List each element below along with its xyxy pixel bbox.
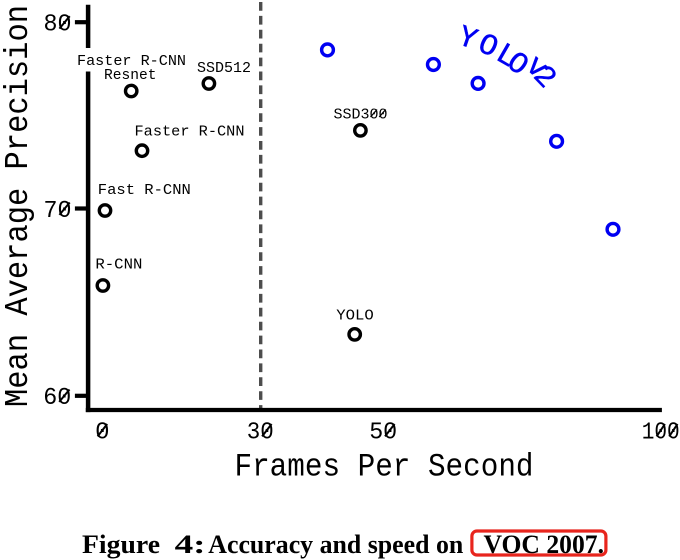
svg-text:100: 100 [642, 420, 680, 447]
svg-text:70: 70 [44, 198, 72, 225]
svg-text:YOLO: YOLO [336, 308, 374, 325]
svg-text:Fast R-CNN: Fast R-CNN [98, 182, 191, 199]
svg-text:R-CNN: R-CNN [95, 256, 142, 273]
svg-text:0: 0 [95, 420, 109, 447]
svg-text:Faster R-CNN: Faster R-CNN [135, 124, 245, 141]
svg-text:Frames Per Second: Frames Per Second [235, 448, 534, 485]
svg-text:Accuracy and speed on: Accuracy and speed on [208, 530, 464, 559]
svg-text:Resnet: Resnet [104, 67, 157, 84]
svg-text:30: 30 [247, 420, 274, 447]
svg-text:SSD512: SSD512 [197, 60, 251, 77]
svg-text:60: 60 [43, 385, 71, 412]
svg-text:SSD300: SSD300 [334, 106, 388, 123]
svg-text:Faster R-CNN: Faster R-CNN [77, 53, 186, 70]
svg-text:Figure: Figure [82, 530, 160, 559]
svg-text:Mean Average Precision: Mean Average Precision [0, 5, 37, 407]
svg-text:80: 80 [44, 12, 72, 39]
svg-text:50: 50 [369, 420, 397, 447]
svg-text:4:: 4: [175, 530, 206, 559]
